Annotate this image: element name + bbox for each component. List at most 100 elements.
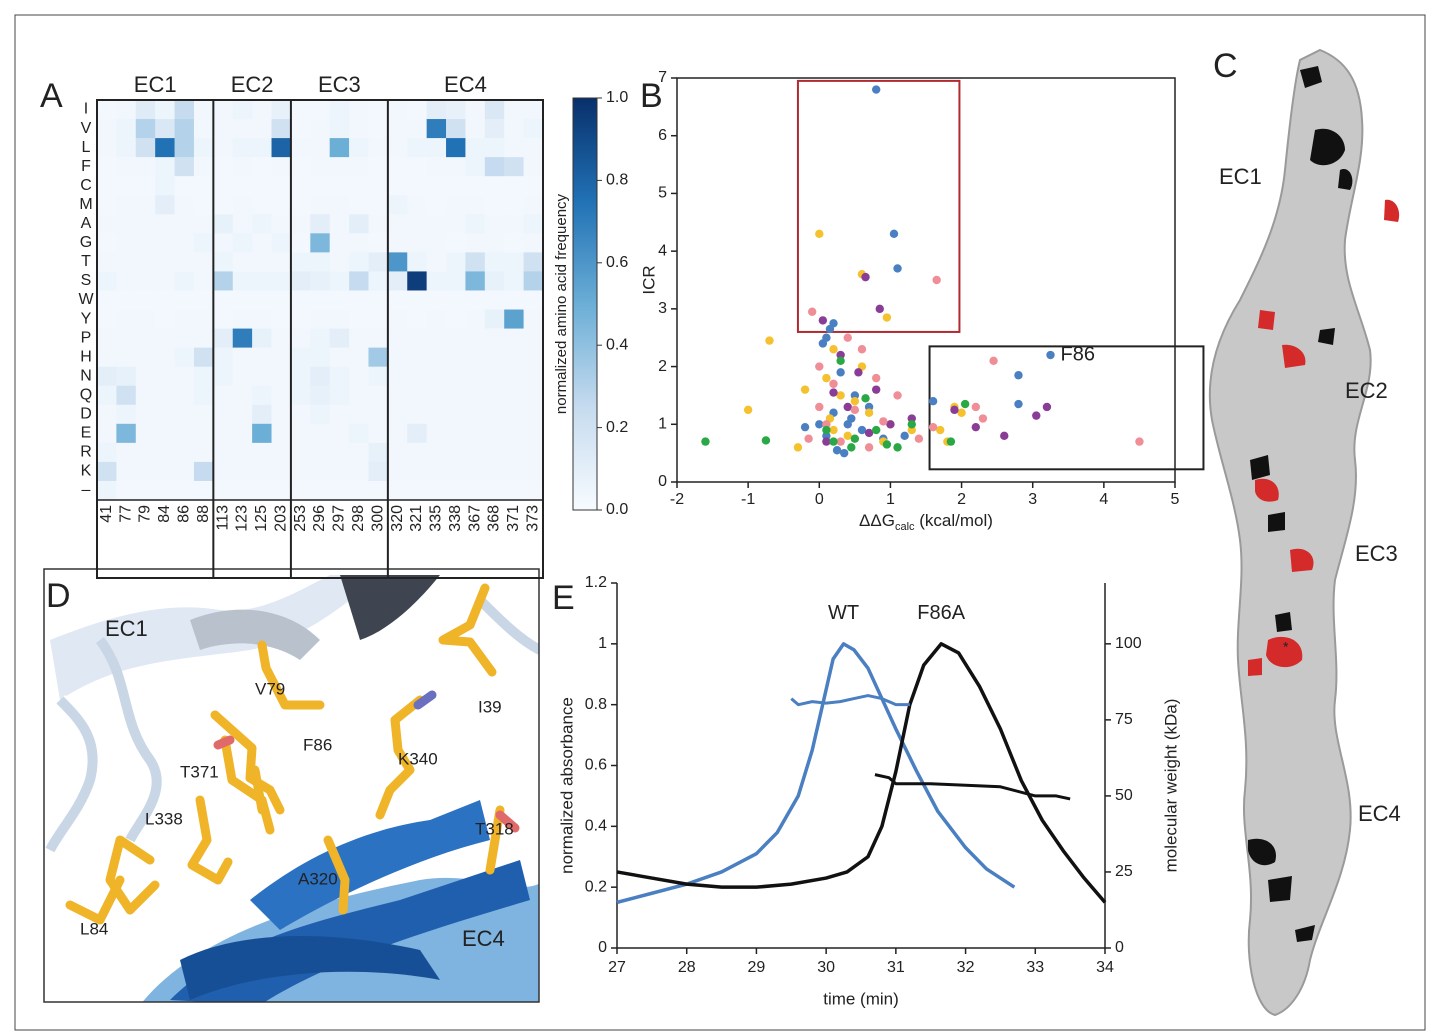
- heatmap-cell: [193, 195, 214, 215]
- heatmap-cell: [523, 157, 544, 177]
- heatmap-cell: [329, 309, 350, 329]
- heatmap-cell: [232, 385, 253, 406]
- column-label: 253: [292, 505, 309, 532]
- heatmap-cell: [349, 100, 369, 120]
- heatmap-cell: [252, 461, 272, 482]
- heatmap-cell: [174, 480, 195, 501]
- heatmap-cell: [116, 442, 137, 463]
- heatmap-cell: [426, 328, 447, 348]
- heatmap-cell: [116, 119, 137, 139]
- heatmap-cell: [155, 214, 175, 234]
- heatmap-cell: [465, 461, 486, 482]
- column-label: 77: [117, 505, 134, 523]
- heatmap-cell: [368, 138, 389, 158]
- heatmap-cell: [523, 119, 544, 139]
- domain-label: EC4: [1358, 801, 1401, 826]
- heatmap-cell: [290, 271, 311, 291]
- residue-label: V79: [255, 679, 285, 698]
- group-label: EC3: [318, 72, 361, 97]
- scatter-point: [861, 272, 870, 282]
- highlight-box: [928, 345, 1205, 471]
- heatmap-cell: [465, 252, 486, 272]
- x-tick-label: 1: [886, 491, 895, 508]
- heatmap-cell: [290, 195, 311, 215]
- heatmap-cell: [368, 290, 389, 310]
- column-label: 123: [234, 505, 251, 532]
- colorbar-tick-label: 0.2: [606, 419, 628, 436]
- scatter-point: [829, 425, 838, 435]
- heatmap-cell: [252, 290, 272, 310]
- heatmap-cell: [349, 252, 369, 272]
- heatmap-cell: [116, 404, 137, 425]
- heatmap-cell: [368, 347, 389, 367]
- heatmap-cell: [232, 442, 253, 463]
- heatmap-cell: [426, 176, 447, 196]
- row-label: I: [84, 101, 88, 118]
- heatmap-cell: [252, 366, 272, 387]
- heatmap-cell: [523, 309, 544, 329]
- heatmap-cell: [329, 252, 350, 272]
- heatmap-cell: [290, 404, 311, 425]
- heatmap-cell: [387, 366, 408, 387]
- row-label: C: [80, 177, 92, 194]
- scatter-point: [829, 345, 838, 354]
- residue-label: T318: [475, 819, 514, 838]
- heatmap-cell: [465, 347, 486, 367]
- heatmap-cell: [213, 214, 234, 234]
- heatmap-cell: [407, 366, 427, 387]
- heatmap-cell: [523, 195, 544, 215]
- heatmap-cell: [465, 309, 486, 329]
- residue-label: T371: [180, 762, 219, 781]
- heatmap-cell: [252, 442, 272, 463]
- scatter-point: [822, 333, 831, 342]
- scatter-point: [1032, 411, 1041, 420]
- heatmap-cell: [329, 157, 350, 177]
- heatmap-cell: [252, 309, 272, 329]
- heatmap-cell: [271, 214, 292, 234]
- heatmap-cell: [232, 252, 253, 272]
- column-label: 373: [525, 505, 542, 532]
- column-label: 298: [350, 505, 367, 532]
- heatmap-cell: [484, 423, 505, 444]
- column-label: 368: [486, 505, 503, 532]
- x-axis-label-part: ΔΔG: [859, 511, 895, 530]
- scatter-point: [971, 402, 980, 412]
- heatmap-cell: [446, 347, 466, 367]
- heatmap-cell: [232, 233, 253, 253]
- heatmap-cell: [446, 309, 466, 329]
- x-tick-label: 5: [1171, 491, 1180, 508]
- heatmap-cell: [310, 252, 330, 272]
- heatmap-cell: [155, 176, 175, 196]
- heatmap-cell: [155, 252, 175, 272]
- heatmap-cell: [465, 423, 486, 444]
- heatmap-cell: [116, 309, 137, 329]
- heatmap-cell: [426, 480, 447, 501]
- x-tick-label: 34: [1096, 959, 1114, 976]
- scatter-point: [1000, 431, 1009, 441]
- y-tick-label: 5: [658, 185, 667, 202]
- heatmap-cell: [155, 271, 175, 291]
- heatmap-cell: [271, 404, 292, 425]
- heatmap-cell: [155, 385, 175, 406]
- heatmap-cell: [290, 214, 311, 234]
- heatmap-cell: [290, 461, 311, 482]
- heatmap-cell: [329, 119, 350, 139]
- heatmap-cell: [252, 271, 272, 291]
- scatter-point: [850, 391, 860, 400]
- heatmap-cell: [484, 290, 505, 310]
- heatmap-cell: [213, 480, 234, 501]
- heatmap-cell: [97, 100, 117, 120]
- heatmap-cell: [484, 347, 505, 367]
- scatter-point: [872, 85, 881, 94]
- heatmap-cell: [387, 252, 408, 272]
- y-tick-label: 2: [658, 358, 667, 375]
- heatmap-cell: [349, 423, 369, 444]
- row-label: L: [82, 139, 91, 156]
- row-label: S: [81, 272, 92, 289]
- heatmap-cell: [407, 252, 427, 272]
- scatter-point: [822, 425, 831, 435]
- heatmap-cell: [135, 252, 156, 272]
- column-label: 41: [98, 505, 115, 523]
- scatter-point: [793, 443, 803, 452]
- heatmap-cell: [407, 480, 427, 501]
